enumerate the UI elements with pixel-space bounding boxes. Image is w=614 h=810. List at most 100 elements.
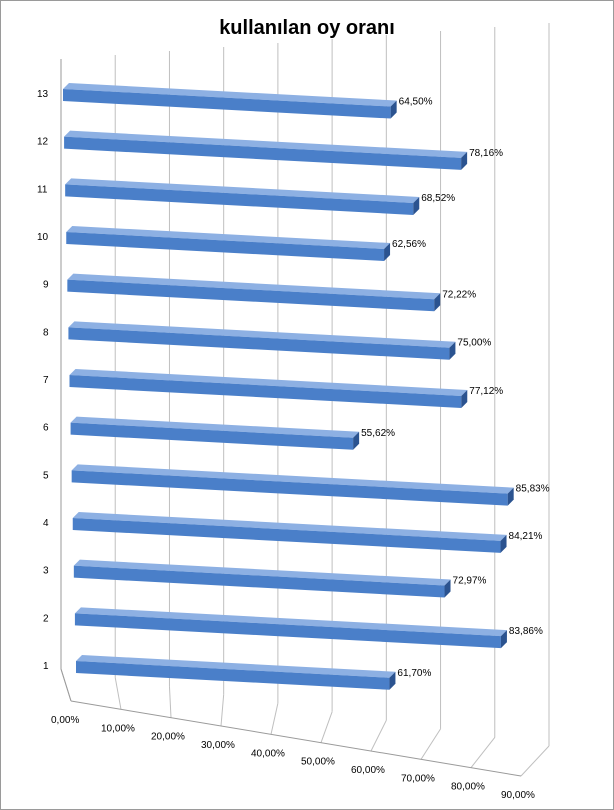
floor-gridline bbox=[420, 728, 441, 760]
data-label: 72,22% bbox=[442, 289, 476, 300]
bar-end-face bbox=[389, 671, 396, 690]
bar-front-face bbox=[76, 661, 390, 690]
bar-2 bbox=[74, 607, 507, 649]
bar-top-face bbox=[67, 273, 441, 300]
bar-front-face bbox=[67, 279, 435, 312]
x-tick-label: 80,00% bbox=[451, 782, 485, 793]
bar-top-face bbox=[69, 369, 468, 396]
bar-front-face bbox=[74, 613, 501, 649]
bar-front-face bbox=[69, 375, 462, 408]
bar-front-face bbox=[71, 470, 508, 506]
bar-top-face bbox=[63, 83, 397, 107]
data-label: 84,21% bbox=[509, 531, 543, 542]
category-label: 7 bbox=[43, 375, 49, 386]
floor-gridline bbox=[168, 686, 172, 718]
category-label: 11 bbox=[37, 184, 48, 195]
category-label: 6 bbox=[43, 423, 49, 434]
x-tick-label: 50,00% bbox=[301, 757, 335, 768]
data-label: 77,12% bbox=[469, 386, 503, 397]
x-tick-label: 90,00% bbox=[501, 790, 535, 801]
x-tick-label: 20,00% bbox=[151, 732, 185, 743]
data-label: 64,50% bbox=[399, 97, 433, 108]
bar-end-face bbox=[353, 431, 360, 450]
bar-end-face bbox=[461, 389, 468, 408]
bar-front-face bbox=[72, 518, 501, 553]
chart-title: kullanılan oy oranı bbox=[219, 17, 395, 39]
bar-4 bbox=[72, 512, 507, 553]
bar-front-face bbox=[73, 565, 445, 598]
data-label: 78,16% bbox=[469, 148, 503, 159]
bar-end-face bbox=[461, 151, 468, 170]
category-label: 12 bbox=[37, 137, 49, 148]
floor-gridline bbox=[520, 745, 550, 777]
bar-11 bbox=[65, 178, 420, 215]
floor-gridline bbox=[270, 703, 279, 735]
bar-top-face bbox=[71, 464, 514, 494]
category-label: 8 bbox=[43, 327, 49, 338]
bar-front-face bbox=[66, 232, 385, 262]
bar-9 bbox=[67, 273, 441, 312]
data-label: 55,62% bbox=[361, 428, 395, 439]
axis-line bbox=[60, 668, 72, 702]
bar-7 bbox=[69, 369, 468, 408]
data-label: 61,70% bbox=[397, 668, 431, 679]
bar-end-face bbox=[390, 100, 397, 119]
bar-end-face bbox=[444, 579, 451, 598]
floor-gridline bbox=[370, 720, 387, 752]
data-label: 75,00% bbox=[457, 338, 491, 349]
bar-5 bbox=[71, 464, 514, 506]
bar-end-face bbox=[500, 630, 507, 649]
floor-gridline bbox=[320, 711, 333, 743]
category-label: 1 bbox=[43, 661, 49, 672]
data-label: 62,56% bbox=[392, 239, 426, 250]
x-tick-label: 70,00% bbox=[401, 773, 435, 784]
bar-top-face bbox=[74, 607, 507, 637]
category-label: 4 bbox=[43, 518, 49, 529]
x-tick-label: 40,00% bbox=[251, 748, 285, 759]
bar-top-face bbox=[64, 130, 468, 158]
category-label: 2 bbox=[43, 613, 49, 624]
data-label: 83,86% bbox=[509, 626, 543, 637]
bar-1 bbox=[76, 655, 396, 690]
axis-line bbox=[70, 700, 522, 777]
x-tick-label: 60,00% bbox=[351, 765, 385, 776]
bar-12 bbox=[64, 130, 468, 170]
bar-top-face bbox=[76, 655, 396, 678]
bar-top-face bbox=[73, 559, 451, 586]
bar-end-face bbox=[384, 243, 391, 262]
category-label: 10 bbox=[37, 232, 49, 243]
bar-top-face bbox=[68, 321, 456, 348]
bar-3 bbox=[73, 559, 451, 598]
bar-front-face bbox=[68, 327, 450, 360]
bar-front-face bbox=[63, 89, 391, 119]
bar-end-face bbox=[434, 293, 441, 312]
bar-top-face bbox=[66, 226, 391, 250]
data-label: 85,83% bbox=[516, 484, 550, 495]
bar-end-face bbox=[413, 196, 420, 215]
x-tick-label: 0,00% bbox=[51, 715, 79, 726]
bar-front-face bbox=[64, 136, 462, 170]
bar-top-face bbox=[65, 178, 420, 203]
bar-end-face bbox=[500, 534, 507, 553]
bar-layer bbox=[63, 83, 514, 690]
category-label: 3 bbox=[43, 566, 49, 577]
x-tick-label: 30,00% bbox=[201, 740, 235, 751]
x-tick-label: 10,00% bbox=[101, 723, 135, 734]
bar-10 bbox=[66, 226, 391, 262]
label-layer: 0,00% 10,00% 20,00% 30,00% 40,00% 50,00% 60,00… bbox=[37, 89, 550, 801]
bar-6 bbox=[70, 416, 360, 450]
category-label: 13 bbox=[37, 89, 49, 100]
bar-end-face bbox=[449, 341, 456, 360]
bar-front-face bbox=[65, 184, 414, 215]
bar-13 bbox=[63, 83, 397, 119]
bar-front-face bbox=[70, 422, 354, 450]
bar-end-face bbox=[507, 487, 514, 506]
bar-8 bbox=[68, 321, 456, 360]
category-label: 9 bbox=[43, 280, 49, 291]
floor-gridline bbox=[220, 694, 225, 727]
category-label: 5 bbox=[43, 470, 49, 481]
floor-gridline bbox=[470, 737, 496, 768]
data-label: 72,97% bbox=[453, 575, 487, 586]
